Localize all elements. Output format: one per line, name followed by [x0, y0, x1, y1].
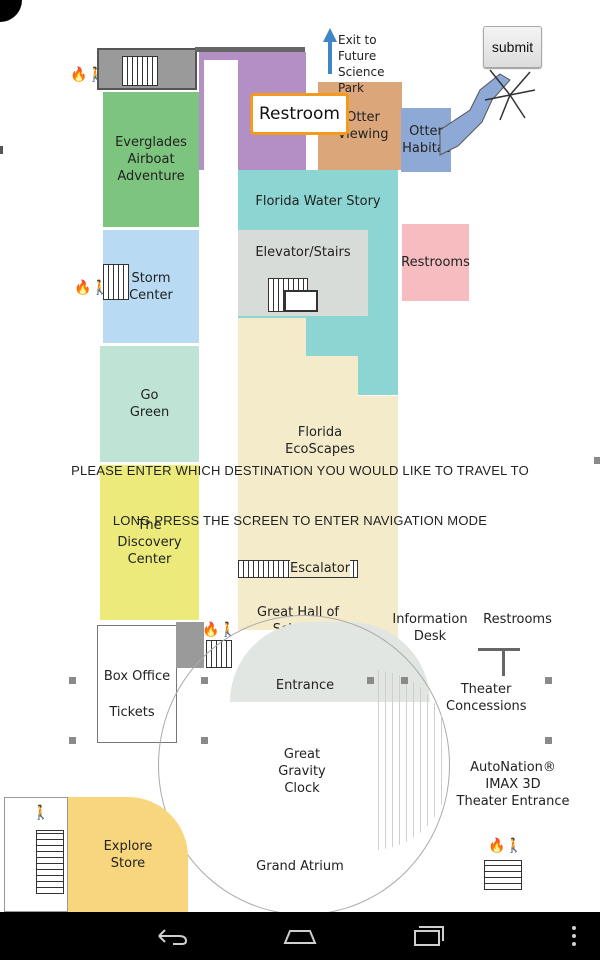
box-office-outline [97, 625, 177, 743]
room-ecoscapes-shape-3[interactable] [356, 396, 398, 656]
top-wall [195, 47, 305, 52]
exit-arrow-icon [323, 28, 337, 74]
corner-indicator [0, 0, 22, 22]
stair-top-left [122, 56, 158, 86]
home-button[interactable] [274, 912, 326, 960]
fire-exit-icon: 🚶 [32, 804, 50, 820]
label-box-office[interactable]: Box Office [103, 669, 171, 684]
map-dot [594, 457, 600, 464]
room-restrooms-pink[interactable]: Restrooms [401, 224, 470, 301]
atrium-circle [158, 615, 450, 912]
label-theater-concessions[interactable]: Theater Concessions [446, 682, 527, 714]
room-go-green[interactable]: Go Green [100, 346, 199, 462]
map-dot [545, 677, 552, 684]
palm-tree-icon [484, 69, 536, 121]
label-ecoscapes: Florida EcoScapes [285, 425, 355, 457]
map-dot [201, 737, 208, 744]
room-everglades-airboat[interactable]: Everglades Airboat Adventure [103, 92, 199, 227]
room-ecoscapes-shape-2[interactable] [300, 356, 358, 630]
room-ecoscapes-shape[interactable] [238, 318, 306, 630]
map-dot [545, 737, 552, 744]
label-information-desk[interactable]: Information Desk [392, 612, 468, 644]
label-restrooms-right[interactable]: Restrooms [483, 612, 552, 627]
home-icon [283, 930, 317, 944]
map-dot [201, 677, 208, 684]
fire-exit-icon: 🔥🚶 [488, 837, 523, 853]
explore-store-outline [4, 797, 68, 912]
label-tickets[interactable]: Tickets [109, 705, 155, 720]
restroom-wall-v [502, 648, 505, 676]
map-dot [69, 677, 76, 684]
label-entrance[interactable]: Entrance [275, 678, 335, 693]
label-grand-atrium[interactable]: Grand Atrium [256, 859, 344, 874]
label-gravity-clock[interactable]: Great Gravity Clock [278, 747, 326, 796]
back-icon [158, 929, 188, 945]
menu-icon [572, 926, 576, 946]
menu-button[interactable] [560, 912, 588, 960]
instruction-destination: PLEASE ENTER WHICH DESTINATION YOU WOULD… [71, 463, 529, 478]
label-exit-future-park: Exit to Future Science Park [338, 33, 385, 95]
fire-exit-icon: 🔥🚶 [202, 621, 237, 637]
floor-map[interactable]: Everglades Airboat Adventure Storm Cente… [0, 0, 600, 912]
restroom-wall [478, 648, 520, 651]
instruction-navigation: LONG PRESS THE SCREEN TO ENTER NAVIGATIO… [112, 513, 488, 528]
room-discovery-center[interactable]: The Discovery Center [100, 465, 199, 620]
fire-exit-icon: 🔥🚶 [74, 279, 109, 295]
recent-apps-button[interactable] [402, 912, 454, 960]
map-dot [367, 677, 374, 684]
recent-apps-icon [414, 926, 444, 946]
stair-explore [36, 830, 64, 894]
stair-right [484, 860, 522, 890]
label-escalator: Escalator [290, 560, 351, 577]
submit-button[interactable]: submit [483, 26, 542, 68]
destination-input[interactable]: Restroom [250, 93, 349, 135]
label-water-story: Florida Water Story [255, 194, 381, 209]
fire-exit-icon: 🔥🚶 [70, 66, 105, 82]
otter-river [439, 73, 511, 156]
map-dot [401, 677, 408, 684]
elevator-box [284, 290, 318, 312]
system-nav-bar [0, 912, 600, 960]
room-explore-store[interactable]: Explore Store [68, 797, 188, 912]
edge-mark [0, 146, 3, 154]
back-button[interactable] [146, 912, 198, 960]
label-imax-entrance[interactable]: AutoNation® IMAX 3D Theater Entrance [456, 760, 570, 809]
map-dot [69, 737, 76, 744]
corridor [204, 60, 238, 620]
stair-storm [103, 264, 129, 300]
